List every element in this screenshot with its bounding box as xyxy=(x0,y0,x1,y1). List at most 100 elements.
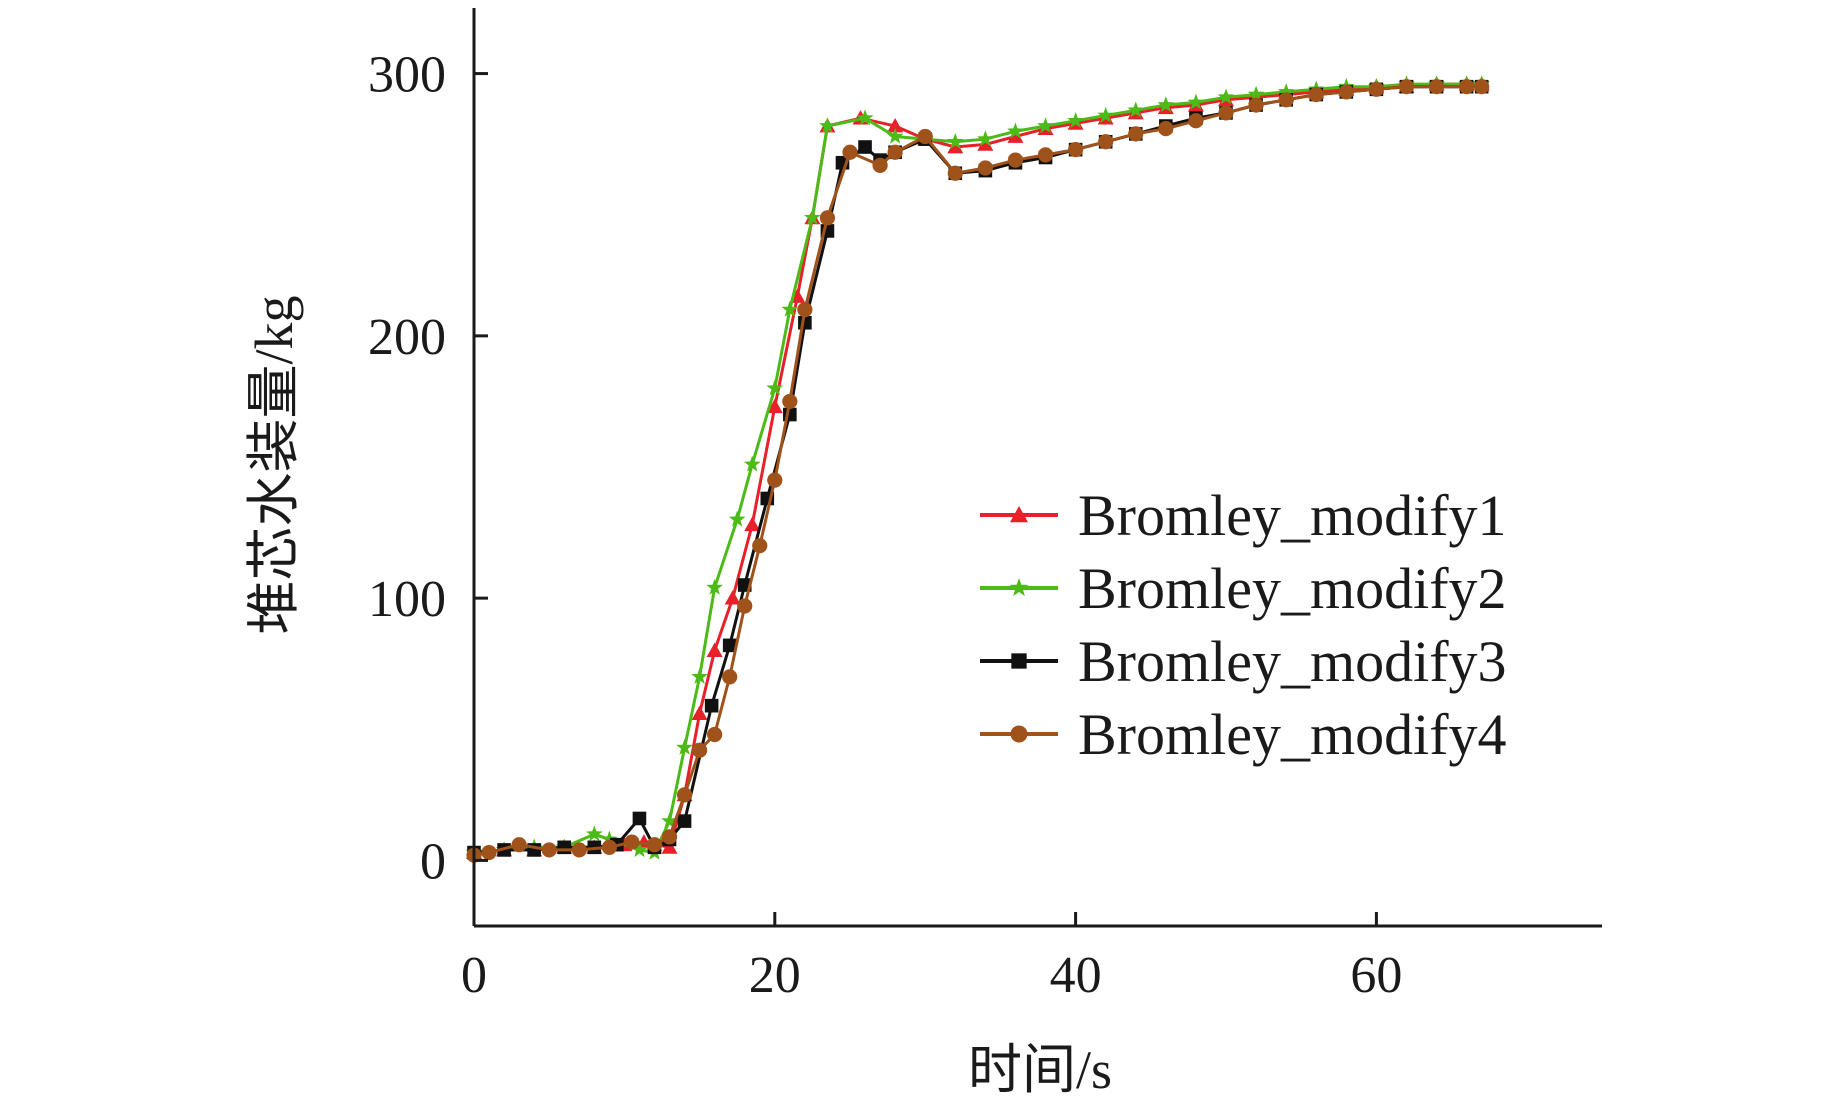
data-point-star xyxy=(1277,83,1295,100)
axes xyxy=(472,8,1602,928)
legend-item: Bromley_modify1 xyxy=(980,483,1507,548)
data-point-triangle xyxy=(661,839,678,854)
data-point-star xyxy=(946,133,964,149)
data-point-triangle xyxy=(724,590,741,605)
data-point-star xyxy=(781,300,799,317)
ticks: 0 20 40 60 0 100 200 300 xyxy=(368,47,1402,1004)
data-point-triangle xyxy=(1007,128,1024,143)
y-tick-label: 100 xyxy=(368,571,446,628)
data-point-triangle xyxy=(706,642,723,657)
data-point-star xyxy=(1247,85,1265,102)
data-point-star xyxy=(631,841,648,858)
data-point-circle xyxy=(797,302,813,318)
legend-marker-square xyxy=(1011,653,1027,669)
legend-label: Bromley_modify2 xyxy=(1078,556,1507,621)
legend-item: Bromley_modify4 xyxy=(980,702,1507,767)
legend-label: Bromley_modify1 xyxy=(1078,483,1507,548)
data-point-circle xyxy=(541,842,557,858)
data-point-star xyxy=(856,109,874,126)
x-tick-label: 0 xyxy=(461,947,487,1004)
y-axis-label: 堆芯水装量/kg xyxy=(244,295,304,634)
data-point-triangle xyxy=(766,398,783,414)
data-point-circle xyxy=(571,842,587,858)
data-point-triangle xyxy=(947,139,964,154)
data-point-circle xyxy=(646,837,663,853)
data-point-star xyxy=(691,668,708,684)
data-point-circle xyxy=(842,144,858,160)
data-point-circle xyxy=(1128,126,1144,142)
data-point-star xyxy=(743,455,761,472)
data-point-star xyxy=(1037,117,1054,134)
y-tick-label: 300 xyxy=(368,47,446,104)
data-point-star xyxy=(601,830,618,847)
x-tick-label: 40 xyxy=(1050,947,1102,1004)
data-point-circle xyxy=(601,839,617,855)
data-point-circle xyxy=(1248,97,1264,113)
x-tick-label: 60 xyxy=(1350,947,1402,1004)
data-point-square xyxy=(704,698,719,713)
data-point-triangle xyxy=(977,136,994,151)
data-point-circle xyxy=(819,210,836,226)
data-point-star xyxy=(1217,88,1235,105)
data-point-circle xyxy=(1459,79,1475,95)
legend-item: Bromley_modify2 xyxy=(980,556,1507,621)
data-point-circle xyxy=(737,598,753,614)
data-point-star xyxy=(1187,93,1205,110)
data-point-star xyxy=(1127,101,1145,118)
data-point-star xyxy=(977,130,994,147)
data-point-star xyxy=(676,738,693,755)
data-point-circle xyxy=(1398,79,1415,95)
data-point-circle xyxy=(1368,81,1384,97)
data-point-circle xyxy=(752,538,768,554)
x-tick-label: 20 xyxy=(749,947,801,1004)
data-point-circle xyxy=(947,165,963,181)
data-point-circle xyxy=(917,128,933,145)
data-point-square xyxy=(557,840,572,855)
data-point-circle xyxy=(1007,152,1024,168)
data-point-star xyxy=(1067,112,1084,128)
data-point-circle xyxy=(1428,79,1445,95)
y-tick-label: 200 xyxy=(368,309,446,366)
data-point-triangle xyxy=(744,516,761,532)
data-point-square xyxy=(632,811,647,826)
legend-label: Bromley_modify4 xyxy=(1078,702,1507,767)
data-point-square xyxy=(722,638,737,653)
data-point-star xyxy=(819,117,836,134)
data-point-star xyxy=(1157,96,1175,113)
data-point-star xyxy=(661,812,678,829)
data-point-star xyxy=(804,209,821,225)
data-point-circle xyxy=(1158,121,1174,137)
series-line xyxy=(473,82,1482,855)
data-point-circle xyxy=(872,157,888,173)
data-point-star xyxy=(728,510,746,527)
data-point-circle xyxy=(887,144,903,160)
data-point-circle xyxy=(1218,105,1234,121)
data-point-circle xyxy=(511,837,527,853)
data-point-star xyxy=(886,127,904,144)
data-point-circle xyxy=(1474,79,1490,95)
legend-marker-triangle xyxy=(1010,506,1028,523)
data-point-star xyxy=(766,379,784,396)
data-point-circle xyxy=(1037,147,1054,163)
data-point-circle xyxy=(692,742,708,758)
legend-label: Bromley_modify3 xyxy=(1078,629,1507,694)
data-point-circle xyxy=(782,393,798,410)
data-point-circle xyxy=(707,726,723,743)
data-point-square xyxy=(858,140,872,154)
data-point-circle xyxy=(1068,142,1084,158)
data-point-circle xyxy=(1278,92,1294,108)
data-point-circle xyxy=(1188,113,1204,129)
legend-item: Bromley_modify3 xyxy=(980,629,1507,694)
data-point-triangle xyxy=(887,118,904,133)
data-point-circle xyxy=(977,160,993,176)
data-point-square xyxy=(677,814,692,828)
legend-marker-star xyxy=(1009,578,1029,596)
data-point-circle xyxy=(722,669,738,685)
data-point-circle xyxy=(624,834,640,850)
legend-marker-circle xyxy=(1010,725,1028,743)
data-point-triangle xyxy=(691,705,708,720)
data-point-circle xyxy=(767,472,783,488)
data-point-circle xyxy=(661,829,678,845)
series-4 xyxy=(466,79,1490,863)
